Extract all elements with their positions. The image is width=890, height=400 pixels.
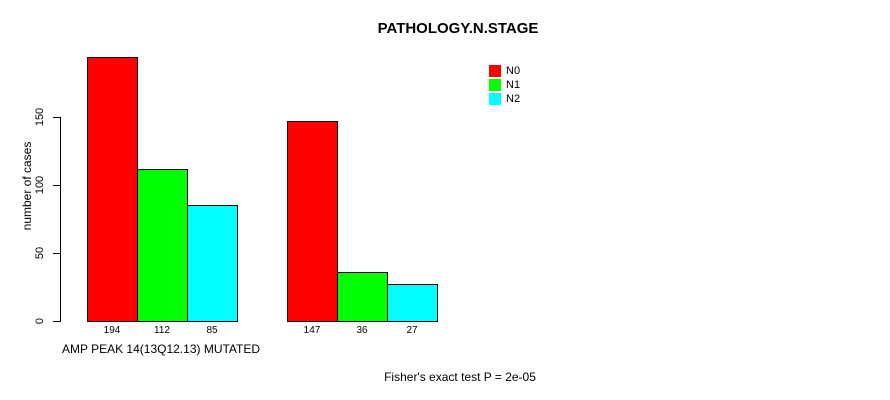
bar-n1-group-1 [137, 169, 188, 322]
legend-label: N1 [506, 79, 521, 91]
y-axis-tick [53, 117, 60, 118]
x-axis-label: AMP PEAK 14(13Q12.13) MUTATED [61, 342, 261, 356]
legend-swatch-n2 [489, 93, 501, 105]
legend-item: N0 [489, 65, 520, 77]
bar-n2-group-2 [387, 284, 438, 322]
y-axis-label: number of cases [20, 141, 34, 231]
bar-n0-group-2 [287, 121, 338, 322]
chart-title: PATHOLOGY.N.STAGE [377, 20, 539, 37]
legend: N0 N1 N2 [489, 65, 520, 107]
y-axis-tick-label: 50 [34, 246, 46, 260]
legend-swatch-n1 [489, 79, 501, 91]
bar-value-label: 112 [154, 325, 170, 336]
y-axis-tick-label: 100 [34, 175, 46, 195]
bar-value-label: 36 [356, 325, 368, 336]
legend-item: N2 [489, 93, 520, 105]
y-axis-tick-label: 150 [34, 107, 46, 127]
legend-item: N1 [489, 79, 520, 91]
y-axis-line [60, 117, 61, 322]
y-axis-tick-label: 0 [34, 317, 46, 325]
legend-label: N2 [506, 93, 521, 105]
legend-label: N0 [506, 65, 521, 77]
bar-n2-group-1 [187, 205, 238, 322]
bar-value-label: 147 [303, 325, 321, 336]
y-axis-tick [53, 321, 60, 322]
bar-n0-group-1 [87, 57, 138, 322]
bar-n1-group-2 [337, 272, 388, 322]
y-axis-tick [53, 253, 60, 254]
bar-value-label: 27 [406, 325, 418, 336]
legend-swatch-n0 [489, 65, 501, 77]
y-axis-tick [53, 185, 60, 186]
pvalue-annotation: Fisher's exact test P = 2e-05 [384, 370, 536, 384]
bar-value-label: 194 [103, 325, 121, 336]
bar-value-label: 85 [206, 325, 218, 336]
